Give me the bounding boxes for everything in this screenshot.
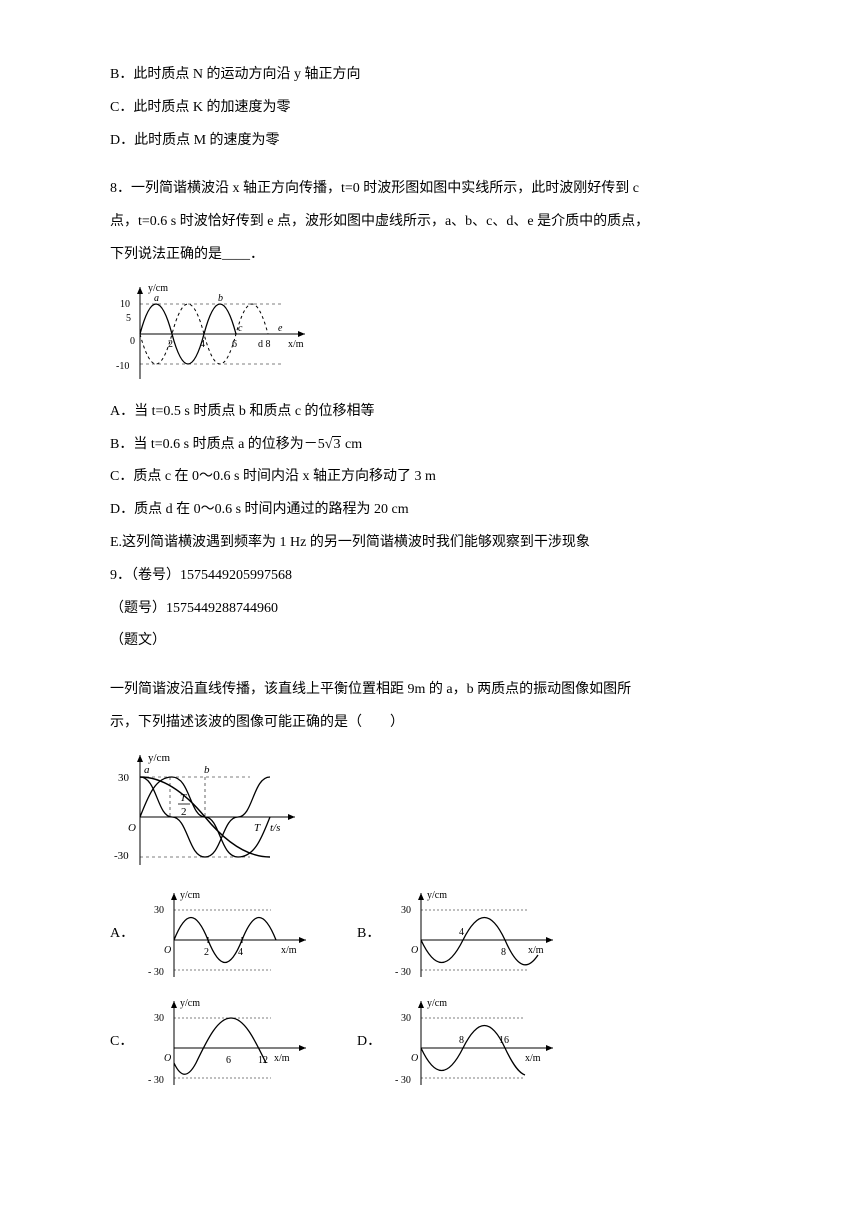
svg-text:a: a bbox=[154, 293, 159, 304]
q9-option-d-figure: y/cm x/m 30 - 30 O 8 16 bbox=[393, 993, 558, 1093]
q9-option-c-figure: y/cm x/m 30 - 30 O 6 12 bbox=[146, 993, 311, 1093]
q9-stem2: 示，下列描述该波的图像可能正确的是（ ） bbox=[110, 708, 750, 739]
svg-text:O: O bbox=[164, 945, 171, 956]
q8-stem-line1: 8．一列简谐横波沿 x 轴正方向传播，t=0 时波形图如图中实线所示，此时波刚好… bbox=[110, 174, 750, 205]
svg-text:- 30: - 30 bbox=[148, 967, 164, 978]
svg-text:x/m: x/m bbox=[281, 945, 297, 956]
question-9: 9．（卷号）1575449205997568 （题号）1575449288744… bbox=[110, 561, 750, 1093]
svg-text:y/cm: y/cm bbox=[180, 998, 200, 1009]
q9-label-a: A． bbox=[110, 919, 138, 950]
svg-text:b: b bbox=[204, 764, 210, 776]
svg-text:y/cm: y/cm bbox=[180, 890, 200, 901]
svg-text:8: 8 bbox=[501, 947, 506, 958]
q9-line3: （题文） bbox=[110, 626, 750, 657]
svg-text:2: 2 bbox=[181, 806, 187, 818]
q9-header: 9．（卷号）1575449205997568 bbox=[110, 561, 750, 592]
svg-text:x/m: x/m bbox=[525, 1053, 541, 1064]
q8-stem-line2: 点，t=0.6 s 时波恰好传到 e 点，波形如图中虚线所示，a、b、c、d、e… bbox=[110, 207, 750, 238]
svg-text:- 30: - 30 bbox=[395, 1075, 411, 1086]
q9-option-a-figure: y/cm x/m 30 - 30 O 2 4 bbox=[146, 885, 311, 985]
svg-text:- 30: - 30 bbox=[395, 967, 411, 978]
svg-text:x/m: x/m bbox=[528, 945, 544, 956]
q8-option-e: E.这列简谐横波遇到频率为 1 Hz 的另一列简谐横波时我们能够观察到干涉现象 bbox=[110, 528, 750, 559]
svg-text:2: 2 bbox=[204, 947, 209, 958]
svg-text:4: 4 bbox=[238, 947, 243, 958]
svg-text:y/cm: y/cm bbox=[427, 890, 447, 901]
q9-main-figure: y/cm t/s 30 -30 O bbox=[110, 747, 750, 877]
option-d-q7: D．此时质点 M 的速度为零 bbox=[110, 126, 750, 157]
svg-text:t/s: t/s bbox=[270, 822, 280, 834]
svg-text:8: 8 bbox=[459, 1035, 464, 1046]
q9-options-row1: A． y/cm x/m 30 - 30 O 2 4 B． y/cm bbox=[110, 885, 750, 985]
option-c-q7: C．此时质点 K 的加速度为零 bbox=[110, 93, 750, 124]
q8-optb-prefix: B．当 t=0.6 s 时质点 a 的位移为－5 bbox=[110, 437, 325, 452]
svg-text:0: 0 bbox=[130, 336, 135, 347]
q9-label-b: B． bbox=[357, 919, 385, 950]
q9-stem1: 一列简谐波沿直线传播，该直线上平衡位置相距 9m 的 a，b 两质点的振动图像如… bbox=[110, 675, 750, 706]
svg-text:T: T bbox=[254, 822, 261, 834]
q8-option-d: D．质点 d 在 0～0.6 s 时间内通过的路程为 20 cm bbox=[110, 495, 750, 526]
svg-text:O: O bbox=[411, 945, 418, 956]
q9-option-b-figure: y/cm x/m 30 - 30 O 4 8 bbox=[393, 885, 558, 985]
q9-options-row2: C． y/cm x/m 30 - 30 O 6 12 D． y/cm x/m bbox=[110, 993, 750, 1093]
svg-text:c: c bbox=[238, 323, 243, 334]
svg-text:a: a bbox=[144, 764, 150, 776]
svg-text:6: 6 bbox=[226, 1055, 231, 1066]
svg-text:12: 12 bbox=[258, 1055, 268, 1066]
option-b-q7: B．此时质点 N 的运动方向沿 y 轴正方向 bbox=[110, 60, 750, 91]
svg-text:-30: -30 bbox=[114, 850, 129, 862]
q8-stem-line3: 下列说法正确的是____． bbox=[110, 240, 750, 271]
svg-text:4: 4 bbox=[459, 927, 464, 938]
svg-text:30: 30 bbox=[154, 905, 164, 916]
q8-xlabel: x/m bbox=[288, 339, 304, 350]
svg-text:O: O bbox=[128, 822, 136, 834]
svg-text:30: 30 bbox=[118, 772, 130, 784]
q8-optb-suffix: cm bbox=[341, 437, 362, 452]
sqrt-icon: 3 bbox=[325, 430, 342, 461]
q8-option-a: A．当 t=0.5 s 时质点 b 和质点 c 的位移相等 bbox=[110, 397, 750, 428]
q8-waveform-figure: y/cm x/m 10 5 0 -10 2 4 6 d 8 a b c e bbox=[110, 279, 750, 389]
svg-text:16: 16 bbox=[499, 1035, 509, 1046]
svg-text:d 8: d 8 bbox=[258, 339, 271, 350]
svg-text:30: 30 bbox=[401, 905, 411, 916]
svg-text:y/cm: y/cm bbox=[427, 998, 447, 1009]
q9-label-c: C． bbox=[110, 1027, 138, 1058]
svg-text:y/cm: y/cm bbox=[148, 752, 170, 764]
svg-text:30: 30 bbox=[154, 1013, 164, 1024]
svg-text:O: O bbox=[411, 1053, 418, 1064]
svg-text:e: e bbox=[278, 323, 283, 334]
svg-text:10: 10 bbox=[120, 299, 130, 310]
svg-text:5: 5 bbox=[126, 313, 131, 324]
question-8: 8．一列简谐横波沿 x 轴正方向传播，t=0 时波形图如图中实线所示，此时波刚好… bbox=[110, 174, 750, 558]
svg-text:30: 30 bbox=[401, 1013, 411, 1024]
svg-text:2: 2 bbox=[168, 339, 173, 350]
svg-text:T: T bbox=[180, 792, 187, 804]
svg-text:b: b bbox=[218, 293, 223, 304]
q9-label-d: D． bbox=[357, 1027, 385, 1058]
q8-option-c: C．质点 c 在 0～0.6 s 时间内沿 x 轴正方向移动了 3 m bbox=[110, 462, 750, 493]
svg-text:- 30: - 30 bbox=[148, 1075, 164, 1086]
svg-text:O: O bbox=[164, 1053, 171, 1064]
q9-line2: （题号）1575449288744960 bbox=[110, 594, 750, 625]
q8-option-b: B．当 t=0.6 s 时质点 a 的位移为－53 cm bbox=[110, 430, 750, 461]
svg-text:-10: -10 bbox=[116, 361, 129, 372]
svg-text:x/m: x/m bbox=[274, 1053, 290, 1064]
